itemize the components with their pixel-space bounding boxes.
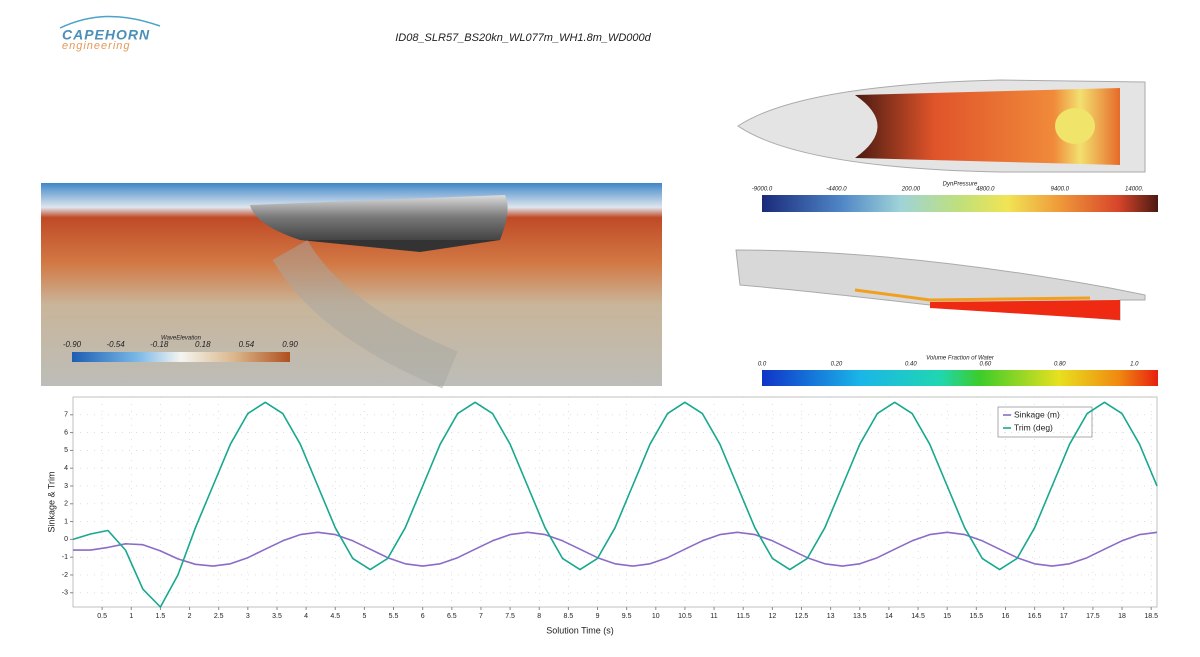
x-tick-label: 17.5 xyxy=(1086,613,1100,620)
x-tick-label: 4 xyxy=(304,613,308,620)
colorbar-label: 0.20 xyxy=(831,362,843,368)
x-tick-label: 13.5 xyxy=(853,613,867,620)
colorbar-label: 9400.0 xyxy=(1051,187,1070,193)
y-axis-label: Sinkage & Trim xyxy=(46,471,56,532)
colorbar-label: 14000. xyxy=(1125,187,1143,193)
x-tick-label: 4.5 xyxy=(330,613,340,620)
colorbar-label: -0.54 xyxy=(106,340,125,349)
y-tick-label: 4 xyxy=(64,465,68,472)
x-tick-label: 7 xyxy=(479,613,483,620)
y-tick-label: 1 xyxy=(64,518,68,525)
x-tick-label: 9.5 xyxy=(622,613,632,620)
x-tick-label: 8 xyxy=(537,613,541,620)
x-tick-label: 18.5 xyxy=(1144,613,1158,620)
plan-view: DynPressure xyxy=(737,79,1158,212)
x-tick-label: 6 xyxy=(421,613,425,620)
legend-label: Sinkage (m) xyxy=(1014,409,1060,419)
x-tick-label: 7.5 xyxy=(505,613,515,620)
x-tick-label: 12 xyxy=(768,613,776,620)
x-tick-label: 14 xyxy=(885,613,893,620)
page-title: ID08_SLR57_BS20kn_WL077m_WH1.8m_WD000d xyxy=(395,32,651,44)
colorbar-label: 0.60 xyxy=(980,362,992,368)
x-tick-label: 12.5 xyxy=(795,613,809,620)
x-tick-label: 14.5 xyxy=(911,613,925,620)
colorbar-title: Volume Fraction of Water xyxy=(926,356,995,362)
colorbar-label: -9000.0 xyxy=(752,187,773,193)
colorbar-label: 0.0 xyxy=(758,362,767,368)
x-tick-label: 2.5 xyxy=(214,613,224,620)
colorbar-title: WaveElevation xyxy=(161,336,202,342)
x-tick-label: 6.5 xyxy=(447,613,457,620)
colorbar-label: 0.80 xyxy=(1054,362,1066,368)
x-tick-label: 0.5 xyxy=(97,613,107,620)
colorbar-label: 0.40 xyxy=(905,362,917,368)
series-line xyxy=(73,531,1158,567)
x-tick-label: 3.5 xyxy=(272,613,282,620)
logo-text: CAPEHORN xyxy=(62,27,150,43)
y-tick-label: 7 xyxy=(64,412,68,419)
x-tick-label: 15.5 xyxy=(970,613,984,620)
y-tick-label: 3 xyxy=(64,483,68,490)
x-tick-label: 1 xyxy=(129,613,133,620)
x-tick-label: 16.5 xyxy=(1028,613,1042,620)
y-tick-label: 5 xyxy=(64,447,68,454)
colorbar-label: 4800.0 xyxy=(976,187,995,193)
plot-frame xyxy=(72,396,1158,608)
x-tick-label: 10 xyxy=(652,613,660,620)
x-tick-label: 13 xyxy=(827,613,835,620)
x-tick-label: 15 xyxy=(943,613,951,620)
y-tick-label: -2 xyxy=(62,572,68,579)
colorbar-label: 0.54 xyxy=(239,340,255,349)
colorbar-label: 1.0 xyxy=(1130,362,1139,368)
colorbar-label: 0.90 xyxy=(282,340,298,349)
colorbar-label: 200.00 xyxy=(901,187,921,193)
colorbar-label: -0.90 xyxy=(63,340,82,349)
x-tick-label: 5 xyxy=(362,613,366,620)
x-tick-label: 10.5 xyxy=(678,613,692,620)
series-line xyxy=(72,401,1158,608)
logo: CAPEHORN engineering xyxy=(59,15,161,52)
y-tick-label: 0 xyxy=(64,536,68,543)
y-tick-label: 2 xyxy=(64,501,68,508)
colorbar-label: -4400.0 xyxy=(826,187,847,193)
y-tick-label: 6 xyxy=(64,429,68,436)
wave-view: WaveElevation xyxy=(41,183,662,389)
x-tick-label: 18 xyxy=(1118,613,1126,620)
x-tick-label: 17 xyxy=(1060,613,1068,620)
x-tick-label: 2 xyxy=(188,613,192,620)
colorbar-label: -0.18 xyxy=(150,340,169,349)
y-tick-label: -1 xyxy=(62,554,68,561)
x-tick-label: 9 xyxy=(596,613,600,620)
x-axis-label: Solution Time (s) xyxy=(546,625,614,635)
colorbar-title: DynPressure xyxy=(943,182,978,188)
y-tick-label: -3 xyxy=(62,590,68,597)
profile-view: Volume Fraction of Water xyxy=(735,249,1158,386)
legend-label: Trim (deg) xyxy=(1014,422,1053,432)
logo-sub: engineering xyxy=(62,40,131,52)
x-tick-label: 8.5 xyxy=(564,613,574,620)
x-tick-label: 16 xyxy=(1002,613,1010,620)
x-tick-label: 11 xyxy=(710,613,717,620)
x-tick-label: 11.5 xyxy=(737,613,750,620)
x-tick-label: 3 xyxy=(246,613,250,620)
x-tick-label: 5.5 xyxy=(389,613,399,620)
colorbar-label: 0.18 xyxy=(195,340,211,349)
x-tick-label: 1.5 xyxy=(156,613,166,620)
